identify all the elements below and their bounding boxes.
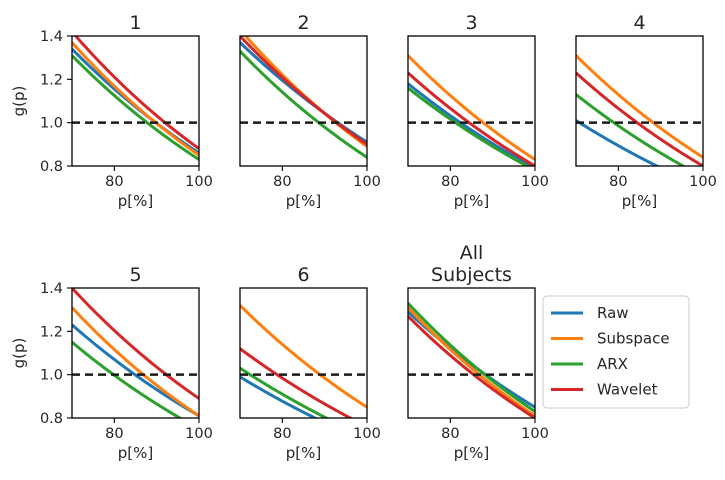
series-line-raw <box>240 375 319 418</box>
x-axis-label: p[%] <box>286 192 321 210</box>
axes-frame <box>71 35 200 167</box>
panel-title: 6 <box>297 264 309 286</box>
series-line-wavelet <box>72 288 199 400</box>
series-line-wavelet <box>240 347 354 418</box>
axes-frame <box>239 287 368 419</box>
legend-label-subspace: Subspace <box>597 330 670 348</box>
x-tick-label: 100 <box>521 426 549 442</box>
curves <box>240 304 367 418</box>
y-tick-label: 1.2 <box>40 324 63 340</box>
y-tick-label: 1.2 <box>40 72 63 88</box>
panel-5: 5 80 100 p[%] 0.8 1.0 1.2 1.4 g(p) <box>10 264 213 462</box>
legend: Raw Subspace ARX Wavelet <box>542 295 690 409</box>
series-line-wavelet <box>240 36 367 146</box>
series-line-subspace <box>240 304 367 409</box>
series-line-subspace <box>576 54 703 159</box>
axes-frame <box>407 35 536 167</box>
series-line-raw <box>576 119 661 166</box>
y-axis-label: g(p) <box>10 86 28 117</box>
x-axis-label: p[%] <box>118 192 153 210</box>
x-tick-label: 100 <box>185 426 213 442</box>
panel-title: 2 <box>297 12 309 34</box>
axes-frame <box>71 287 200 419</box>
series-line-subspace <box>72 306 199 418</box>
series-line-arx <box>408 302 535 413</box>
panel-6: 6 80 100 p[%] <box>239 264 381 462</box>
legend-label-arx: ARX <box>597 355 628 373</box>
y-tick-label: 1.0 <box>40 368 63 384</box>
panel-title-line: All <box>460 242 484 264</box>
series-line-arx <box>240 50 367 159</box>
curves <box>408 302 535 418</box>
series-line-wavelet <box>73 36 199 150</box>
curves <box>72 288 199 418</box>
panel-1: 1 80 100 p[%] 0.8 1.0 1.2 1.4 g(p) <box>10 12 213 210</box>
series-line-arx <box>408 86 531 166</box>
series-line-arx <box>576 93 687 166</box>
panel-4: 4 80 100 p[%] <box>575 12 717 210</box>
series-line-subspace <box>408 306 535 418</box>
panel-2: 2 80 100 p[%] <box>239 12 381 210</box>
y-tick-label: 0.8 <box>40 159 63 175</box>
y-tick-label: 1.0 <box>40 116 63 132</box>
series-line-wavelet <box>576 71 703 166</box>
series-line-wavelet <box>408 71 535 166</box>
panel-7: All Subjects 80 100 p[%] <box>407 242 549 462</box>
x-axis-label: p[%] <box>286 444 321 462</box>
axes-frame <box>575 35 704 167</box>
axes-frame <box>239 35 368 167</box>
x-tick-label: 80 <box>273 174 291 190</box>
series-line-raw <box>72 323 199 418</box>
x-tick-label: 100 <box>689 174 717 190</box>
y-axis-label: g(p) <box>10 338 28 369</box>
x-tick-label: 100 <box>353 174 381 190</box>
legend-label-raw: Raw <box>597 304 629 322</box>
panel-title: All Subjects <box>431 242 512 286</box>
curves <box>408 54 535 166</box>
x-axis-label: p[%] <box>118 444 153 462</box>
series-line-arx <box>72 341 183 418</box>
panel-title-line: 5 <box>129 264 141 286</box>
series-line-subspace <box>72 41 199 157</box>
x-tick-label: 100 <box>521 174 549 190</box>
panel-3: 3 80 100 p[%] <box>407 12 549 210</box>
panel-title: 3 <box>465 12 477 34</box>
x-axis-label: p[%] <box>454 444 489 462</box>
panel-title-line: 6 <box>297 264 309 286</box>
curves <box>240 36 367 159</box>
x-tick-label: 80 <box>609 174 627 190</box>
x-tick-label: 100 <box>185 174 213 190</box>
series-line-raw <box>408 82 535 166</box>
x-tick-label: 80 <box>441 174 459 190</box>
x-tick-label: 80 <box>105 174 123 190</box>
x-tick-label: 80 <box>273 426 291 442</box>
legend-label-wavelet: Wavelet <box>597 381 658 399</box>
panel-title: 1 <box>129 12 141 34</box>
panel-title-line: 3 <box>465 12 477 34</box>
series-line-subspace <box>408 54 535 161</box>
x-tick-label: 80 <box>105 426 123 442</box>
y-tick-label: 0.8 <box>40 411 63 427</box>
x-tick-label: 80 <box>441 426 459 442</box>
series-line-arx <box>72 54 199 161</box>
panel-title: 4 <box>633 12 645 34</box>
y-tick-label: 1.4 <box>40 29 63 45</box>
x-tick-label: 100 <box>353 426 381 442</box>
curves <box>72 36 199 161</box>
panel-title-line: Subjects <box>431 264 512 286</box>
panel-title: 5 <box>129 264 141 286</box>
curves <box>576 54 703 166</box>
x-axis-label: p[%] <box>454 192 489 210</box>
panel-title-line: 2 <box>297 12 309 34</box>
panel-title-line: 1 <box>129 12 141 34</box>
legend-box <box>542 295 690 409</box>
panel-title-line: 4 <box>633 12 645 34</box>
x-axis-label: p[%] <box>622 192 657 210</box>
series-line-arx <box>240 366 330 418</box>
axes-frame <box>407 287 536 419</box>
series-line-wavelet <box>408 315 535 418</box>
y-tick-label: 1.4 <box>40 281 63 297</box>
